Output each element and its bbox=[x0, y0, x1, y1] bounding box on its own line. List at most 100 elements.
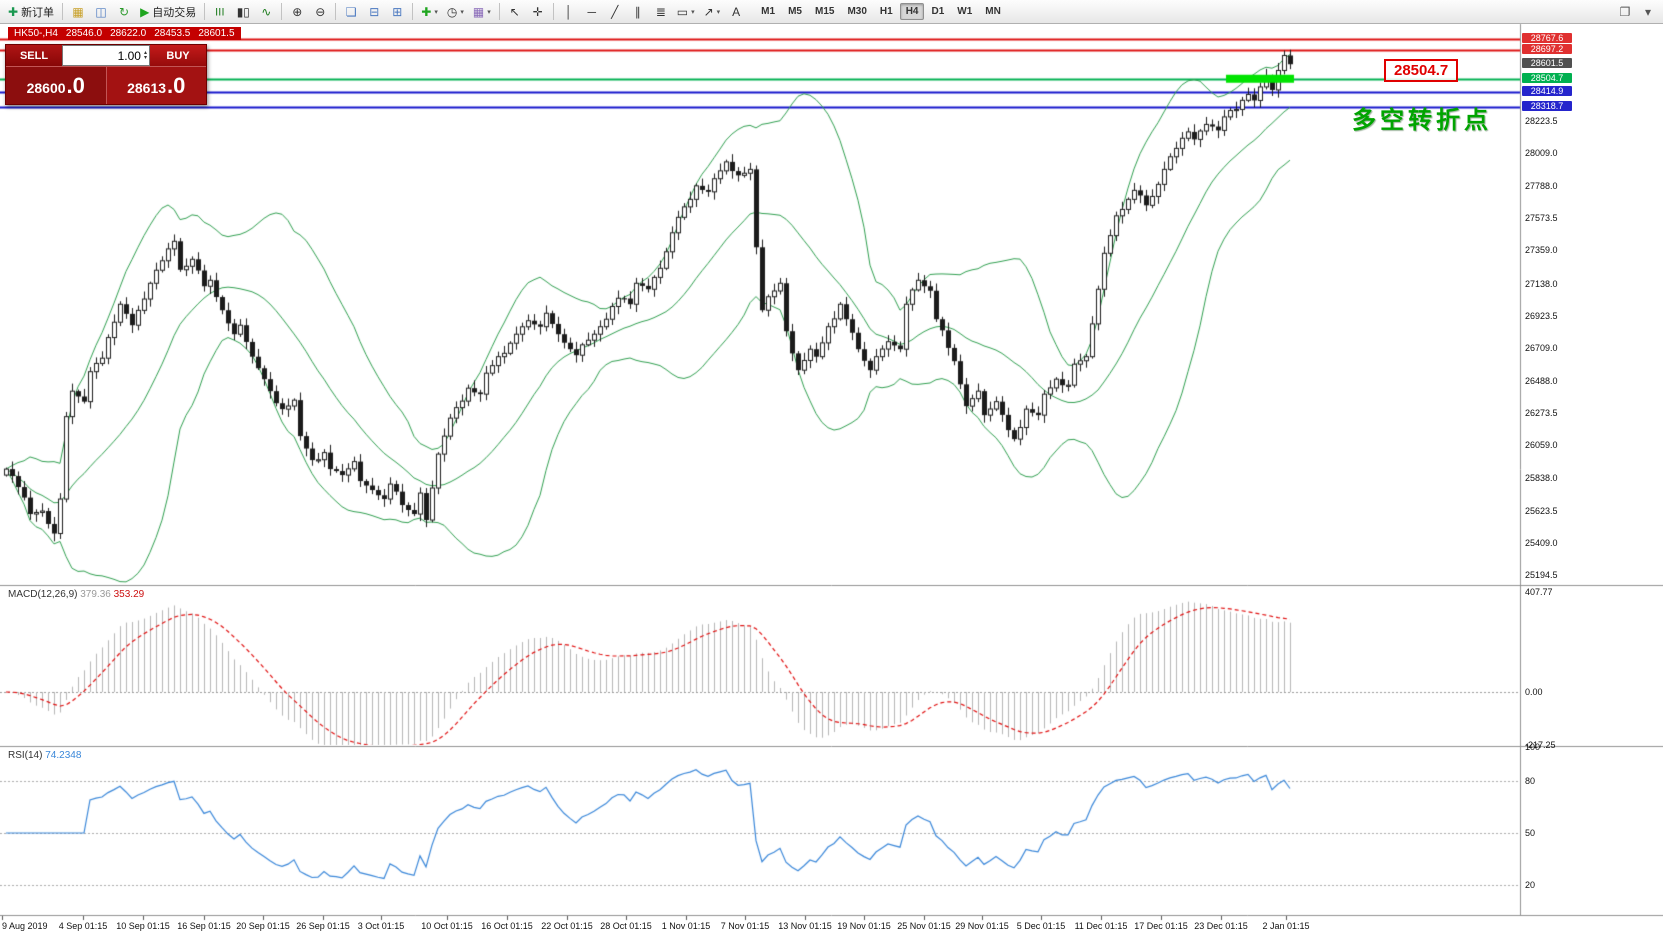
sell-button[interactable]: SELL bbox=[6, 45, 62, 66]
rsi-axis-tick: 20 bbox=[1525, 879, 1536, 890]
text-tool-button[interactable]: A bbox=[725, 2, 747, 22]
horizontal-line-icon: ─ bbox=[587, 4, 596, 19]
price-axis-tick: 26273.5 bbox=[1525, 408, 1558, 419]
profiles-icon: ◫ bbox=[95, 4, 107, 19]
toolbar-buttons: ✚ 新订单 ▦ ◫ ↻ ▶ 自动交易 ||| ▮▯ ∿ ⊕ ⊖ ❏ ⊟ ⊞ ✚ ▾ ◷ ▾ ▦ ▾ ↖ ✛ │ ─ ╱ ∥ ≣ ▭ ▾ ↗ ▾… bbox=[4, 2, 747, 22]
time-axis-label: 10 Oct 01:15 bbox=[421, 921, 473, 931]
lot-size-field[interactable]: 1.00 ▴ ▾ bbox=[62, 45, 150, 66]
spinner-up-icon[interactable]: ▴ bbox=[143, 49, 147, 56]
bid-big-digits: .0 bbox=[66, 73, 85, 98]
time-axis-label: 23 Dec 01:15 bbox=[1194, 921, 1248, 931]
zoom-out-icon: ⊖ bbox=[315, 4, 326, 19]
timeframe-m15[interactable]: M15 bbox=[814, 6, 835, 17]
bar-chart-icon: ||| bbox=[215, 6, 226, 16]
fibonacci-tool-button[interactable]: ≣ bbox=[650, 2, 672, 22]
trade-controls-row: SELL 1.00 ▴ ▾ BUY bbox=[6, 45, 206, 66]
macd-axis-tick: -217.25 bbox=[1525, 740, 1556, 751]
template-icon: ▦ bbox=[472, 4, 485, 19]
new-order-button[interactable]: ✚ 新订单 bbox=[4, 2, 58, 22]
zoom-in-button[interactable]: ⊕ bbox=[286, 2, 308, 22]
toolbar-separator bbox=[335, 3, 337, 20]
cursor-tool-button[interactable]: ↖ bbox=[504, 2, 526, 22]
time-axis-label: 28 Oct 01:15 bbox=[600, 921, 652, 931]
bid-main-digits: 28600 bbox=[26, 80, 66, 96]
macd-main-value: 379.36 bbox=[80, 589, 111, 600]
new-order-button-label: 新订单 bbox=[21, 6, 55, 19]
time-axis-label: 16 Sep 01:15 bbox=[177, 921, 231, 931]
lot-size-value: 1.00 bbox=[117, 48, 141, 63]
time-axis-label: 10 Sep 01:15 bbox=[116, 921, 170, 931]
ask-price[interactable]: 28613.0 bbox=[105, 67, 206, 104]
vertical-line-icon: │ bbox=[564, 4, 573, 19]
bid-price[interactable]: 28600.0 bbox=[6, 67, 106, 104]
crosshair-tool-button[interactable]: ✛ bbox=[527, 2, 549, 22]
crosshair-icon: ✛ bbox=[532, 4, 543, 19]
time-axis-label: 11 Dec 01:15 bbox=[1074, 921, 1128, 931]
timeframe-h1[interactable]: H1 bbox=[879, 6, 893, 17]
zoom-in-icon: ⊕ bbox=[292, 4, 303, 19]
price-axis-tick: 25623.5 bbox=[1525, 505, 1558, 516]
candlestick-chart-button[interactable]: ▮▯ bbox=[232, 2, 254, 22]
time-axis-label: 29 Nov 01:15 bbox=[955, 921, 1009, 931]
profiles-button[interactable]: ◫ bbox=[90, 2, 112, 22]
chart-window-button[interactable]: ▦ bbox=[67, 2, 89, 22]
horizontal-line-tool-button[interactable]: ─ bbox=[581, 2, 603, 22]
line-chart-button[interactable]: ∿ bbox=[255, 2, 277, 22]
time-axis-label: 5 Dec 01:15 bbox=[1016, 921, 1066, 931]
rsi-axis-tick: 100 bbox=[1525, 742, 1541, 752]
price-tag: 28601.5 bbox=[1522, 58, 1572, 69]
spinner-down-icon[interactable]: ▾ bbox=[143, 54, 147, 61]
turning-point-annotation[interactable]: 多空转折点 bbox=[1352, 107, 1492, 134]
autotrading-button-label: 自动交易 bbox=[152, 6, 197, 19]
timeframe-d1[interactable]: D1 bbox=[931, 6, 945, 17]
price-axis-tick: 26923.5 bbox=[1525, 310, 1558, 321]
lot-spinner[interactable]: ▴ ▾ bbox=[143, 49, 147, 61]
one-click-trading-panel: SELL 1.00 ▴ ▾ BUY 28600.0 28613.0 bbox=[5, 44, 207, 105]
time-axis-label: 16 Oct 01:15 bbox=[481, 921, 533, 931]
ohlc-high: 28622.0 bbox=[110, 28, 147, 39]
price-axis-tick: 27138.0 bbox=[1525, 278, 1558, 289]
dock-window-button[interactable]: ❐ bbox=[1614, 2, 1636, 22]
timeframe-m5[interactable]: M5 bbox=[788, 6, 802, 17]
macd-axis-tick: 407.77 bbox=[1525, 586, 1553, 597]
bar-chart-button[interactable]: ||| bbox=[209, 2, 231, 22]
price-level-annotation[interactable]: 28504.7 bbox=[1384, 59, 1459, 82]
timeframe-mn[interactable]: MN bbox=[985, 6, 1001, 17]
channel-icon: ∥ bbox=[634, 4, 641, 19]
time-axis-label: 20 Sep 01:15 bbox=[236, 921, 290, 931]
timeframe-h4[interactable]: H4 bbox=[899, 3, 925, 20]
ask-main-digits: 28613 bbox=[127, 80, 167, 96]
price-axis-tick: 27788.0 bbox=[1525, 181, 1558, 192]
ohlc-open: 28546.0 bbox=[65, 28, 103, 39]
timeframe-m30[interactable]: M30 bbox=[847, 6, 867, 17]
ask-big-digits: .0 bbox=[167, 73, 186, 98]
timeframe-w1[interactable]: W1 bbox=[957, 6, 973, 17]
periods-button[interactable]: ◷ ▾ bbox=[443, 2, 468, 22]
indicators-button[interactable]: ✚ ▾ bbox=[417, 2, 442, 22]
refresh-button[interactable]: ↻ bbox=[113, 2, 135, 22]
timeframe-m1[interactable]: M1 bbox=[761, 6, 776, 17]
channel-tool-button[interactable]: ∥ bbox=[627, 2, 649, 22]
time-axis-label: 19 Nov 01:15 bbox=[837, 921, 891, 931]
toolbar-separator bbox=[552, 3, 554, 20]
tile-windows-button[interactable]: ❏ bbox=[340, 2, 362, 22]
dropdown-caret-icon: ▾ bbox=[716, 8, 721, 16]
tile-horizontal-button[interactable]: ⊟ bbox=[363, 2, 385, 22]
refresh-icon: ↻ bbox=[119, 4, 130, 19]
buy-button[interactable]: BUY bbox=[150, 45, 206, 66]
tile-vertical-button[interactable]: ⊞ bbox=[386, 2, 408, 22]
vertical-line-tool-button[interactable]: │ bbox=[558, 2, 580, 22]
shapes-tool-button[interactable]: ▭ ▾ bbox=[673, 2, 699, 22]
arrows-tool-button[interactable]: ↗ ▾ bbox=[700, 2, 725, 22]
price-axis: 28223.5 28009.0 27788.0 27573.5 27359.0 27138… bbox=[1521, 0, 1662, 949]
templates-button[interactable]: ▦ ▾ bbox=[469, 2, 495, 22]
timeframe-buttons: M1 M5 M15 M30 H1 H4 D1 W1 MN bbox=[755, 3, 1007, 20]
autotrading-button[interactable]: ▶ 自动交易 bbox=[136, 2, 200, 22]
rsi-label: RSI(14) 74.2348 bbox=[8, 750, 81, 761]
zoom-out-button[interactable]: ⊖ bbox=[309, 2, 331, 22]
trendline-tool-button[interactable]: ╱ bbox=[604, 2, 626, 22]
toolbar-overflow-button[interactable]: ▾ bbox=[1637, 2, 1659, 22]
indicators-plus-icon: ✚ bbox=[421, 4, 432, 19]
